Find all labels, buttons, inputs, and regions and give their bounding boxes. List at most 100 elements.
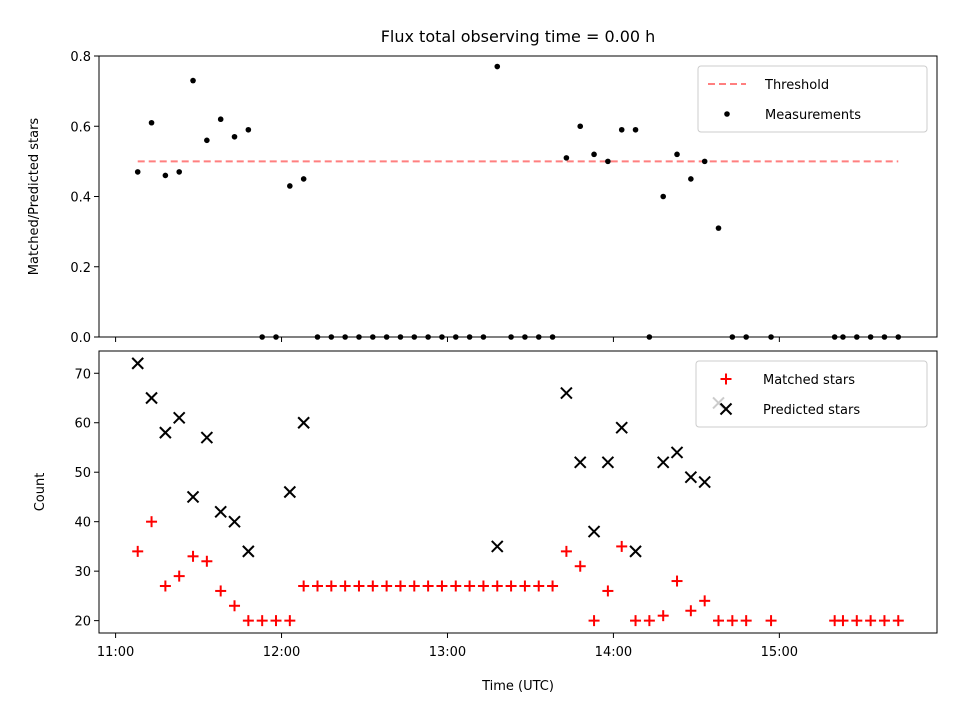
predicted-point bbox=[159, 426, 172, 439]
matched-point bbox=[132, 545, 144, 557]
matched-point bbox=[657, 610, 669, 622]
bottom-legend: Matched stars Predicted stars bbox=[695, 360, 928, 428]
predicted-point bbox=[145, 391, 158, 405]
matched-point bbox=[311, 580, 323, 592]
matched-point bbox=[671, 575, 683, 587]
bottom-panel-x-axis: 11:00 12:00 13:00 14:00 15:00 bbox=[97, 633, 798, 660]
matched-point bbox=[699, 595, 711, 607]
matched-point bbox=[201, 555, 213, 567]
measurement-point bbox=[494, 63, 501, 70]
predicted-point bbox=[670, 446, 684, 459]
measurement-point bbox=[231, 133, 238, 140]
predicted-point bbox=[242, 545, 255, 558]
measurement-point bbox=[674, 151, 680, 158]
measurement-point bbox=[287, 183, 293, 189]
matched-point bbox=[602, 585, 614, 597]
measurement-point bbox=[618, 126, 625, 133]
y-tick-label: 50 bbox=[74, 466, 91, 481]
predicted-point bbox=[684, 470, 698, 484]
predicted-point bbox=[228, 515, 241, 528]
predicted-point bbox=[629, 545, 642, 558]
top-panel: 0.00.20.40.60.8 Matched/Predicted stars … bbox=[27, 50, 938, 346]
measurement-point bbox=[688, 176, 694, 182]
top-legend-box bbox=[697, 65, 928, 133]
x-tick-label: 14:00 bbox=[595, 645, 632, 660]
matched-point bbox=[616, 540, 628, 552]
matched-point bbox=[491, 580, 503, 592]
y-tick-label: 70 bbox=[74, 367, 91, 382]
y-tick-label: 60 bbox=[74, 417, 91, 432]
matched-point bbox=[740, 615, 752, 627]
y-tick-label: 0.0 bbox=[70, 331, 91, 346]
legend-plus-glyph bbox=[720, 373, 732, 385]
legend-matched-marker bbox=[720, 373, 732, 385]
matched-point bbox=[422, 580, 434, 592]
top-legend: Threshold Measurements bbox=[697, 65, 928, 133]
y-tick-label: 0.2 bbox=[70, 261, 91, 276]
predicted-point bbox=[615, 421, 628, 434]
matched-point bbox=[560, 545, 572, 557]
matched-point bbox=[519, 580, 531, 592]
y-tick-label: 0.6 bbox=[70, 120, 91, 135]
top-panel-y-label: Matched/Predicted stars bbox=[27, 118, 42, 276]
matched-point bbox=[643, 615, 655, 627]
y-tick-label: 30 bbox=[74, 565, 91, 580]
matched-point bbox=[187, 550, 199, 562]
matched-point bbox=[477, 580, 489, 592]
predicted-point bbox=[491, 540, 504, 553]
x-tick-label: 15:00 bbox=[761, 645, 798, 660]
x-tick-label: 12:00 bbox=[263, 645, 300, 660]
predicted-point bbox=[214, 505, 227, 518]
y-tick-label: 0.8 bbox=[70, 50, 91, 65]
bottom-panel-frame bbox=[98, 350, 938, 634]
top-panel-marks bbox=[134, 63, 902, 340]
measurement-point bbox=[577, 123, 584, 130]
matched-point bbox=[450, 580, 462, 592]
matched-point bbox=[408, 580, 420, 592]
predicted-point bbox=[656, 456, 670, 469]
matched-point bbox=[394, 580, 406, 592]
predicted-point bbox=[172, 411, 186, 424]
bottom-panel-y-label: Count bbox=[33, 473, 48, 512]
matched-point bbox=[574, 560, 586, 572]
legend-predicted-label: Predicted stars bbox=[763, 403, 860, 418]
matched-point bbox=[837, 615, 849, 627]
legend-measurements-label: Measurements bbox=[765, 108, 861, 123]
measurement-point bbox=[148, 119, 155, 126]
measurement-point bbox=[563, 155, 570, 161]
predicted-point bbox=[283, 485, 297, 499]
predicted-point bbox=[574, 456, 587, 469]
matched-point bbox=[173, 570, 185, 582]
x-tick-label: 13:00 bbox=[429, 645, 466, 660]
matched-point bbox=[270, 615, 282, 627]
predicted-point bbox=[587, 525, 601, 538]
legend-x-glyph bbox=[719, 402, 733, 416]
matched-point bbox=[367, 580, 379, 592]
measurement-point bbox=[134, 169, 141, 175]
measurement-point bbox=[715, 225, 722, 231]
bottom-panel-x-label: Time (UTC) bbox=[481, 679, 554, 694]
chart-title: Flux total observing time = 0.00 h bbox=[381, 27, 656, 46]
measurement-point bbox=[204, 137, 210, 144]
measurement-point bbox=[245, 126, 252, 133]
matched-point bbox=[256, 615, 268, 627]
matched-point bbox=[325, 580, 337, 592]
x-tick-label: 11:00 bbox=[97, 645, 134, 660]
matched-point bbox=[215, 585, 227, 597]
bottom-panel-y-axis: 20 30 40 50 60 70 bbox=[74, 367, 99, 630]
matched-point bbox=[630, 615, 642, 627]
matched-point bbox=[892, 615, 904, 627]
predicted-point bbox=[186, 490, 200, 504]
bottom-legend-box bbox=[695, 360, 928, 428]
legend-matched-label: Matched stars bbox=[763, 373, 855, 388]
predicted-point bbox=[560, 386, 573, 400]
measurement-point bbox=[217, 116, 224, 123]
matched-point bbox=[547, 580, 559, 592]
y-tick-label: 20 bbox=[74, 615, 91, 630]
matched-point bbox=[685, 605, 697, 617]
y-tick-label: 40 bbox=[74, 516, 91, 531]
matched-point bbox=[339, 580, 351, 592]
legend-threshold-label: Threshold bbox=[764, 78, 829, 93]
predicted-point bbox=[698, 475, 711, 489]
matched-point bbox=[381, 580, 393, 592]
